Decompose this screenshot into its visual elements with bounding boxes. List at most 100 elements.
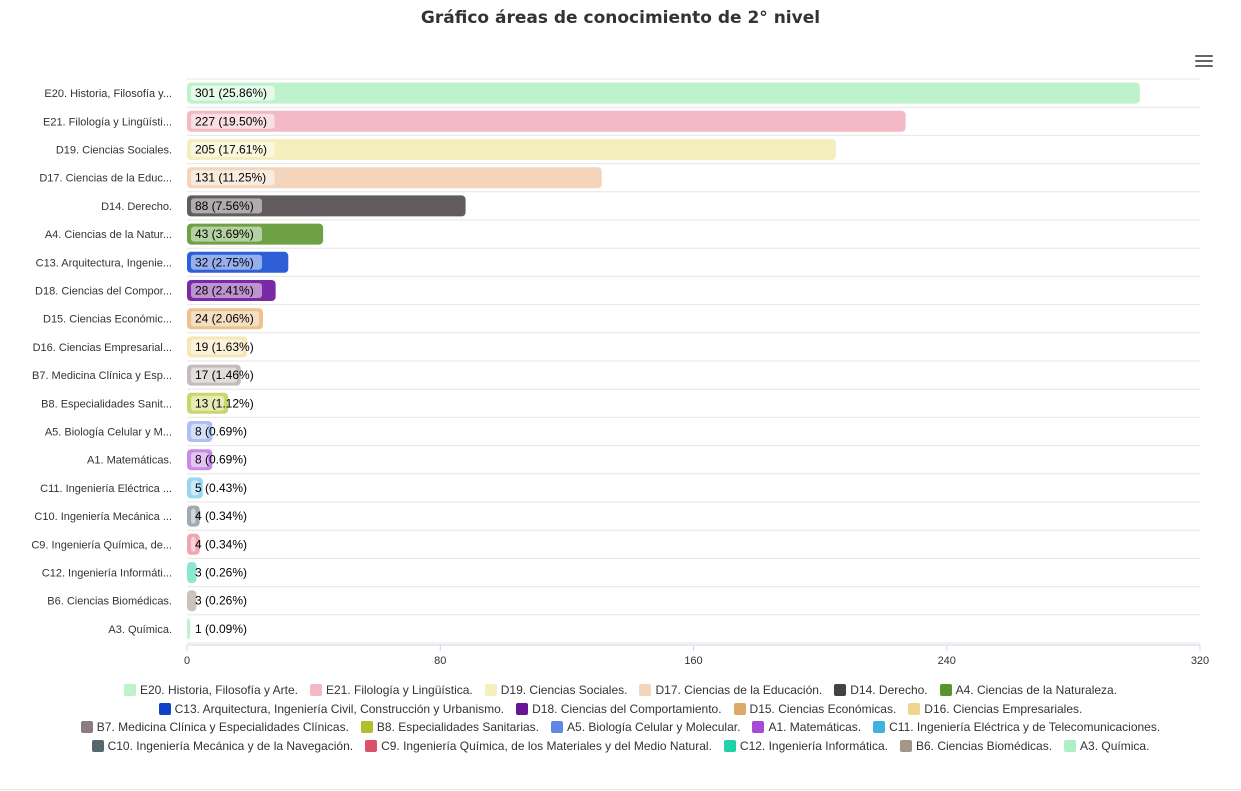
legend-item[interactable]: D19. Ciencias Sociales. xyxy=(484,683,627,697)
legend-item[interactable]: C9. Ingeniería Química, de los Materiale… xyxy=(365,739,712,753)
legend-item[interactable]: C11. Ingeniería Eléctrica y de Telecomun… xyxy=(873,720,1160,734)
legend-item[interactable]: C13. Arquitectura, Ingeniería Civil, Con… xyxy=(158,702,504,716)
legend-label: D17. Ciencias de la Educación. xyxy=(655,683,823,698)
legend-swatch xyxy=(123,684,136,697)
data-label: 131 (11.25%) xyxy=(195,171,266,185)
legend-label: C10. Ingeniería Mecánica y de la Navegac… xyxy=(107,738,354,753)
data-label-background xyxy=(191,170,275,186)
category-label: C11. Ingeniería Eléctrica ... xyxy=(40,483,172,495)
data-label: 88 (7.56%) xyxy=(195,199,254,213)
bar xyxy=(187,562,197,583)
legend-item[interactable]: A3. Química. xyxy=(1064,739,1149,753)
bar xyxy=(187,167,602,189)
category-label: C13. Arquitectura, Ingenie... xyxy=(36,257,172,269)
legend-label: C9. Ingeniería Química, de los Materiale… xyxy=(381,738,712,753)
data-label-background xyxy=(191,339,244,355)
legend-label: D18. Ciencias del Comportamiento. xyxy=(532,701,722,716)
legend-swatch xyxy=(873,721,886,734)
data-label-background xyxy=(191,311,259,327)
data-label: 28 (2.41%) xyxy=(195,284,254,298)
category-label: D17. Ciencias de la Educ... xyxy=(39,173,172,185)
legend-label: D14. Derecho. xyxy=(850,683,928,698)
data-label: 19 (1.63%) xyxy=(195,340,254,354)
data-label-background xyxy=(191,395,225,411)
category-label: B8. Especialidades Sanit... xyxy=(41,398,172,410)
category-label: A5. Biología Celular y M... xyxy=(45,427,172,439)
bar xyxy=(187,139,836,160)
legend-label: C12. Ingeniería Informática. xyxy=(739,738,888,753)
legend-item[interactable]: A5. Biología Celular y Molecular. xyxy=(551,720,740,734)
data-label: 13 (1.12%) xyxy=(195,396,254,410)
chart-legend: E20. Historia, Filosofía y Arte. E21. Fil… xyxy=(0,681,1241,755)
hamburger-menu-icon[interactable] xyxy=(1193,52,1215,70)
category-label: A1. Matemáticas. xyxy=(87,455,172,467)
legend-swatch xyxy=(899,739,912,752)
legend-swatch xyxy=(639,684,652,697)
data-label-background xyxy=(191,142,275,157)
data-label: 3 (0.26%) xyxy=(195,566,247,580)
legend-label: C11. Ingeniería Eléctrica y de Telecomun… xyxy=(889,720,1161,735)
legend-row: E20. Historia, Filosofía y Arte. E21. Fil… xyxy=(0,681,1241,700)
legend-swatch xyxy=(310,684,322,697)
legend-item[interactable]: E20. Historia, Filosofía y Arte. xyxy=(123,683,298,698)
legend-item[interactable]: D15. Ciencias Económicas. xyxy=(733,701,897,716)
category-label: C9. Ingeniería Química, de... xyxy=(31,539,172,551)
legend-label: A1. Matemáticas. xyxy=(768,720,862,735)
legend-label: A4. Ciencias de la Naturaleza. xyxy=(955,683,1118,698)
x-tick-label: 80 xyxy=(434,655,446,667)
x-tick-label: 160 xyxy=(684,655,702,667)
legend-label: E21. Filología y Lingüística. xyxy=(326,683,473,698)
legend-label: D15. Ciencias Económicas. xyxy=(749,701,897,716)
legend-swatch xyxy=(1064,739,1077,752)
data-label: 205 (17.61%) xyxy=(195,143,267,157)
bottom-divider xyxy=(0,789,1241,790)
legend-item[interactable]: C10. Ingeniería Mecánica y de la Navegac… xyxy=(91,738,354,753)
legend-label: B7. Medicina Clínica y Especialidades Cl… xyxy=(96,720,349,735)
data-label-background xyxy=(191,508,196,524)
legend-swatch xyxy=(80,721,93,734)
category-label: E20. Historia, Filosofía y... xyxy=(44,88,172,100)
x-tick-label: 0 xyxy=(184,655,190,667)
legend-item[interactable]: D16. Ciencias Empresariales. xyxy=(908,702,1082,716)
data-label-background xyxy=(191,452,209,468)
legend-label: A3. Química. xyxy=(1080,738,1150,753)
data-label: 8 (0.69%) xyxy=(195,425,247,439)
data-label: 8 (0.69%) xyxy=(195,453,247,467)
bar xyxy=(187,82,1140,104)
data-label: 4 (0.34%) xyxy=(195,537,247,551)
data-label-background xyxy=(191,367,237,383)
legend-item[interactable]: A1. Matemáticas. xyxy=(752,720,861,734)
legend-item[interactable]: B7. Medicina Clínica y Especialidades Cl… xyxy=(80,720,349,735)
category-label: D14. Derecho. xyxy=(101,201,172,213)
data-label: 1 (0.09%) xyxy=(195,622,247,636)
legend-label: B8. Especialidades Sanitarias. xyxy=(376,720,540,735)
legend-item[interactable]: B6. Ciencias Biomédicas. xyxy=(899,739,1052,753)
data-label: 3 (0.26%) xyxy=(195,594,247,608)
legend-item[interactable]: D14. Derecho. xyxy=(834,683,928,698)
data-label-background xyxy=(191,113,275,129)
legend-item[interactable]: D17. Ciencias de la Educación. xyxy=(639,683,822,697)
data-label: 301 (25.86%) xyxy=(195,86,267,100)
category-label: D16. Ciencias Empresarial... xyxy=(33,342,172,354)
legend-item[interactable]: C12. Ingeniería Informática. xyxy=(723,738,888,753)
category-label: D19. Ciencias Sociales. xyxy=(56,145,172,157)
legend-item[interactable]: E21. Filología y Lingüística. xyxy=(310,683,473,697)
bar-chart: 0 80 160 240 320 E20. Historia, Filosofía y..… xyxy=(31,78,1209,667)
x-tick-label: 240 xyxy=(938,655,956,667)
legend-item[interactable]: B8. Especialidades Sanitarias. xyxy=(360,720,540,735)
data-label: 5 (0.43%) xyxy=(195,481,247,495)
bar xyxy=(187,110,906,132)
legend-swatch xyxy=(752,721,765,734)
legend-swatch xyxy=(551,721,564,734)
legend-label: E20. Historia, Filosofía y Arte. xyxy=(139,683,298,698)
legend-swatch xyxy=(908,702,921,715)
bar xyxy=(187,618,191,640)
data-label-background xyxy=(191,424,209,439)
data-label-background xyxy=(191,85,275,101)
category-label: C12. Ingeniería Informáti... xyxy=(42,568,172,580)
legend-item[interactable]: D18. Ciencias del Comportamiento. xyxy=(516,701,722,716)
legend-item[interactable]: A4. Ciencias de la Naturaleza. xyxy=(939,683,1118,698)
data-label: 43 (3.69%) xyxy=(195,227,254,241)
legend-swatch xyxy=(733,702,746,715)
data-label: 24 (2.06%) xyxy=(195,312,254,326)
